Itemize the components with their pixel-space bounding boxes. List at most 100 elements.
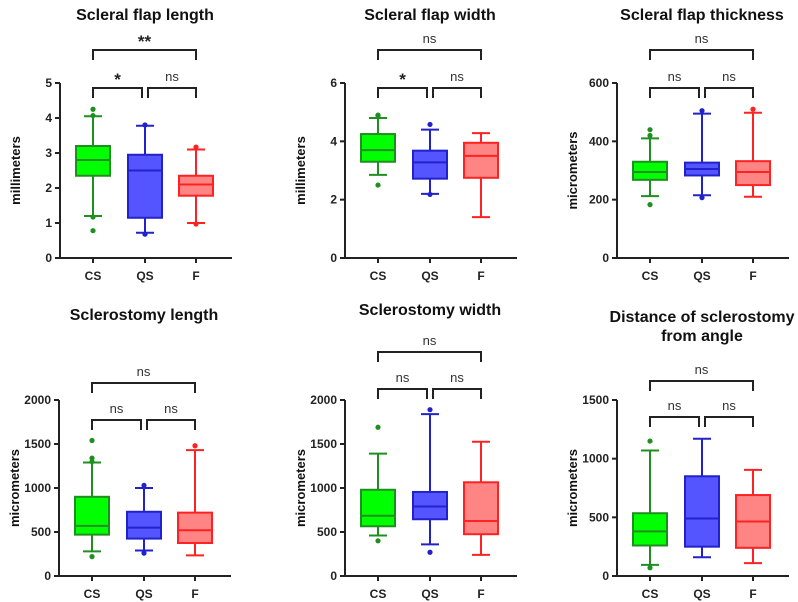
significance-label: ns (450, 370, 464, 385)
iqr-box (360, 133, 396, 163)
panel-1: Scleral flap length 0 1 2 3 4 5 millimeters CS QS… (8, 7, 232, 283)
significance-bracket (649, 49, 754, 60)
outlier-point (375, 112, 381, 118)
x-tick-label: QS (421, 269, 438, 283)
y-tick-label: 0 (45, 251, 52, 265)
x-tick-label: CS (370, 269, 387, 283)
y-tick-label: 4 (45, 111, 52, 125)
y-axis-label: millimeters (8, 136, 23, 205)
iqr-box (178, 174, 214, 197)
outlier-point (193, 144, 199, 150)
outlier-point (90, 106, 96, 112)
box-qs (127, 122, 163, 237)
outlier-point (647, 127, 653, 133)
x-tick-label: F (192, 269, 199, 283)
y-tick-label: 0 (602, 569, 609, 583)
box-cs (360, 112, 396, 188)
iqr-box (74, 495, 110, 536)
chart-title: Sclerostomy width (359, 302, 501, 319)
x-tick-label: F (749, 269, 756, 283)
x-tick-label: CS (370, 587, 387, 601)
y-tick-label: 1500 (582, 393, 609, 407)
box-cs (75, 106, 111, 234)
significance-bracket (377, 351, 482, 362)
x-tick-label: QS (693, 269, 710, 283)
panel-3: Scleral flap thickness 0 200 400 600 micromet… (565, 7, 789, 283)
x-tick-label: QS (135, 587, 152, 601)
chart-title: Scleral flap thickness (620, 7, 784, 24)
y-tick-label: 1000 (310, 481, 337, 495)
significance-label: ns (722, 398, 736, 413)
significance-label: ns (110, 401, 124, 416)
y-tick-label: 500 (31, 525, 51, 539)
significance-bracket (92, 49, 197, 60)
significance-bracket (377, 388, 428, 399)
significance-label: ns (695, 31, 709, 46)
significance-bracket (377, 49, 482, 60)
box-cs (74, 437, 110, 560)
outlier-point (647, 202, 653, 208)
iqr-box (463, 481, 499, 536)
iqr-box (632, 160, 668, 181)
y-tick-label: 2000 (310, 393, 337, 407)
significance-label: ns (668, 69, 682, 84)
significance-label: ns (695, 362, 709, 377)
outlier-point (141, 482, 147, 488)
outlier-point (647, 565, 653, 571)
y-tick-label: 1500 (24, 437, 51, 451)
y-tick-label: 0 (44, 569, 51, 583)
chart-title: from angle (661, 328, 743, 345)
outlier-point (193, 221, 199, 227)
panel-5: Sclerostomy width 0 500 1000 1500 2000 microme… (293, 302, 517, 601)
box-qs (684, 437, 720, 559)
box-f (463, 132, 499, 219)
x-tick-label: CS (642, 269, 659, 283)
y-tick-label: 500 (317, 525, 337, 539)
outlier-point (89, 437, 95, 444)
panel-2: Scleral flap width 0 2 4 6 millimeters CS QS F * n… (293, 7, 517, 283)
significance-bracket (92, 87, 143, 98)
significance-label: ns (722, 69, 736, 84)
x-tick-label: F (477, 587, 484, 601)
outlier-point (141, 550, 147, 556)
x-tick-label: CS (84, 587, 101, 601)
outlier-point (89, 459, 95, 465)
outlier-point (427, 191, 433, 198)
outlier-point (90, 112, 96, 119)
outlier-point (90, 214, 96, 220)
y-tick-label: 5 (45, 76, 52, 90)
x-tick-label: CS (85, 269, 102, 283)
iqr-box (684, 475, 720, 548)
chart-title: Distance of sclerostomy (610, 309, 795, 326)
y-tick-label: 0 (330, 569, 337, 583)
x-tick-label: QS (421, 587, 438, 601)
y-tick-label: 0 (330, 251, 337, 265)
outlier-point (142, 122, 148, 128)
box-qs (126, 482, 162, 556)
y-axis-label: micrometers (565, 449, 580, 527)
chart-title: Sclerostomy length (70, 307, 218, 324)
box-qs (412, 121, 448, 198)
significance-bracket (432, 388, 482, 399)
x-tick-label: F (749, 587, 756, 601)
x-tick-label: F (191, 587, 198, 601)
iqr-box (127, 153, 163, 219)
panel-6: Distance of sclerostomy from angle 0 500 100… (565, 309, 795, 601)
y-tick-label: 600 (589, 76, 609, 90)
outlier-point (699, 195, 705, 201)
box-qs (684, 108, 720, 201)
y-tick-label: 1000 (24, 481, 51, 495)
outlier-point (427, 407, 433, 413)
y-tick-label: 400 (589, 134, 609, 148)
x-tick-label: F (477, 269, 484, 283)
panel-4: Sclerostomy length 0 500 1000 1500 2000 microm… (7, 307, 231, 601)
significance-bracket (704, 416, 754, 427)
chart-title: Scleral flap length (76, 7, 214, 24)
significance-bracket (91, 382, 196, 393)
box-f (178, 144, 214, 227)
significance-label: ns (668, 398, 682, 413)
significance-label: ns (423, 333, 437, 348)
box-cs (360, 424, 396, 544)
outlier-point (90, 228, 96, 234)
